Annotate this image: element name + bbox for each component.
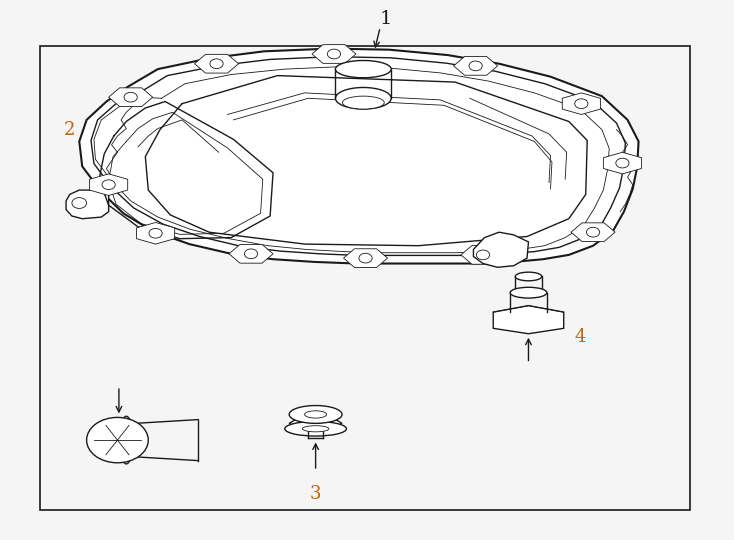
Polygon shape — [312, 45, 356, 63]
Ellipse shape — [469, 61, 482, 71]
Ellipse shape — [335, 60, 391, 78]
Ellipse shape — [515, 272, 542, 281]
Polygon shape — [109, 88, 153, 106]
Polygon shape — [461, 246, 505, 264]
Bar — [40, 46, 690, 510]
Ellipse shape — [476, 250, 490, 260]
Polygon shape — [79, 49, 639, 264]
Ellipse shape — [342, 96, 385, 109]
Polygon shape — [562, 93, 600, 114]
Polygon shape — [289, 416, 342, 431]
Ellipse shape — [244, 249, 258, 259]
Polygon shape — [493, 306, 564, 334]
Ellipse shape — [149, 228, 162, 238]
Ellipse shape — [102, 180, 115, 190]
Ellipse shape — [359, 253, 372, 263]
Ellipse shape — [285, 421, 346, 436]
Ellipse shape — [289, 406, 342, 423]
Polygon shape — [603, 152, 642, 174]
Polygon shape — [473, 232, 528, 267]
Polygon shape — [195, 55, 239, 73]
Polygon shape — [66, 190, 109, 219]
Ellipse shape — [575, 99, 588, 109]
Polygon shape — [90, 174, 128, 195]
Text: 2: 2 — [64, 120, 76, 139]
Ellipse shape — [210, 59, 223, 69]
Ellipse shape — [335, 87, 391, 109]
Polygon shape — [137, 222, 175, 244]
Text: 1: 1 — [379, 10, 391, 28]
Polygon shape — [344, 249, 388, 267]
Ellipse shape — [302, 426, 329, 432]
Polygon shape — [454, 57, 498, 75]
Ellipse shape — [327, 49, 341, 59]
Ellipse shape — [124, 92, 137, 102]
Ellipse shape — [510, 287, 547, 298]
Ellipse shape — [120, 416, 133, 464]
Ellipse shape — [305, 411, 327, 418]
Ellipse shape — [616, 158, 629, 168]
Text: 3: 3 — [310, 485, 321, 503]
Text: 4: 4 — [574, 328, 586, 347]
Polygon shape — [571, 223, 615, 241]
Ellipse shape — [87, 417, 148, 463]
Ellipse shape — [72, 198, 87, 208]
Polygon shape — [229, 245, 273, 263]
Ellipse shape — [586, 227, 600, 237]
